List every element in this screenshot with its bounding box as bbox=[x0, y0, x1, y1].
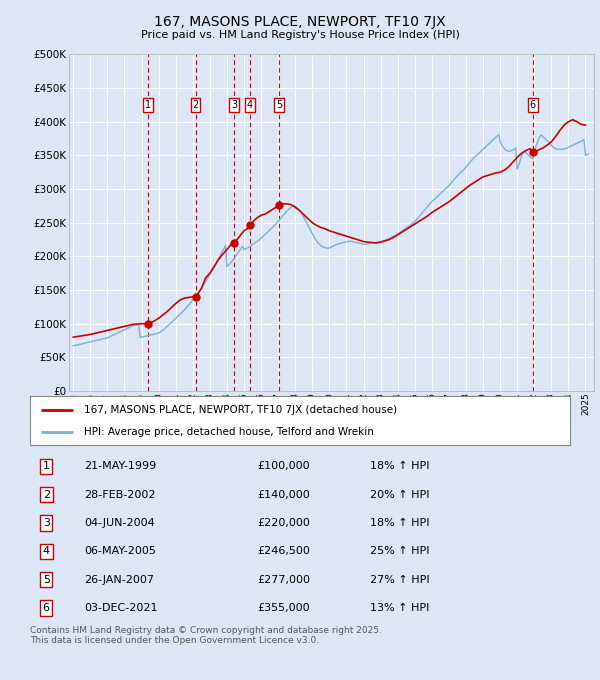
Text: £140,000: £140,000 bbox=[257, 490, 310, 500]
Text: 5: 5 bbox=[276, 100, 283, 110]
Text: Price paid vs. HM Land Registry's House Price Index (HPI): Price paid vs. HM Land Registry's House … bbox=[140, 30, 460, 40]
Text: 06-MAY-2005: 06-MAY-2005 bbox=[84, 546, 156, 556]
Text: £100,000: £100,000 bbox=[257, 461, 310, 471]
Text: £355,000: £355,000 bbox=[257, 603, 310, 613]
Text: 167, MASONS PLACE, NEWPORT, TF10 7JX: 167, MASONS PLACE, NEWPORT, TF10 7JX bbox=[154, 15, 446, 29]
Text: £246,500: £246,500 bbox=[257, 546, 310, 556]
Text: 2: 2 bbox=[193, 100, 199, 110]
Text: Contains HM Land Registry data © Crown copyright and database right 2025.
This d: Contains HM Land Registry data © Crown c… bbox=[30, 626, 382, 645]
Text: 2: 2 bbox=[43, 490, 50, 500]
Text: 18% ↑ HPI: 18% ↑ HPI bbox=[370, 461, 430, 471]
Text: £277,000: £277,000 bbox=[257, 575, 310, 585]
Text: 25% ↑ HPI: 25% ↑ HPI bbox=[370, 546, 430, 556]
Text: 4: 4 bbox=[43, 546, 50, 556]
Text: HPI: Average price, detached house, Telford and Wrekin: HPI: Average price, detached house, Telf… bbox=[84, 427, 374, 437]
Text: 20% ↑ HPI: 20% ↑ HPI bbox=[370, 490, 430, 500]
Text: 167, MASONS PLACE, NEWPORT, TF10 7JX (detached house): 167, MASONS PLACE, NEWPORT, TF10 7JX (de… bbox=[84, 405, 397, 415]
Text: 6: 6 bbox=[530, 100, 536, 110]
Text: 5: 5 bbox=[43, 575, 50, 585]
Text: 21-MAY-1999: 21-MAY-1999 bbox=[84, 461, 156, 471]
Text: 04-JUN-2004: 04-JUN-2004 bbox=[84, 518, 155, 528]
Text: £220,000: £220,000 bbox=[257, 518, 310, 528]
Text: 27% ↑ HPI: 27% ↑ HPI bbox=[370, 575, 430, 585]
Text: 1: 1 bbox=[43, 461, 50, 471]
Text: 28-FEB-2002: 28-FEB-2002 bbox=[84, 490, 155, 500]
Text: 26-JAN-2007: 26-JAN-2007 bbox=[84, 575, 154, 585]
Text: 3: 3 bbox=[43, 518, 50, 528]
Text: 3: 3 bbox=[231, 100, 237, 110]
Text: 18% ↑ HPI: 18% ↑ HPI bbox=[370, 518, 430, 528]
Text: 13% ↑ HPI: 13% ↑ HPI bbox=[370, 603, 430, 613]
Text: 4: 4 bbox=[247, 100, 253, 110]
Text: 6: 6 bbox=[43, 603, 50, 613]
Text: 1: 1 bbox=[145, 100, 151, 110]
Text: 03-DEC-2021: 03-DEC-2021 bbox=[84, 603, 157, 613]
